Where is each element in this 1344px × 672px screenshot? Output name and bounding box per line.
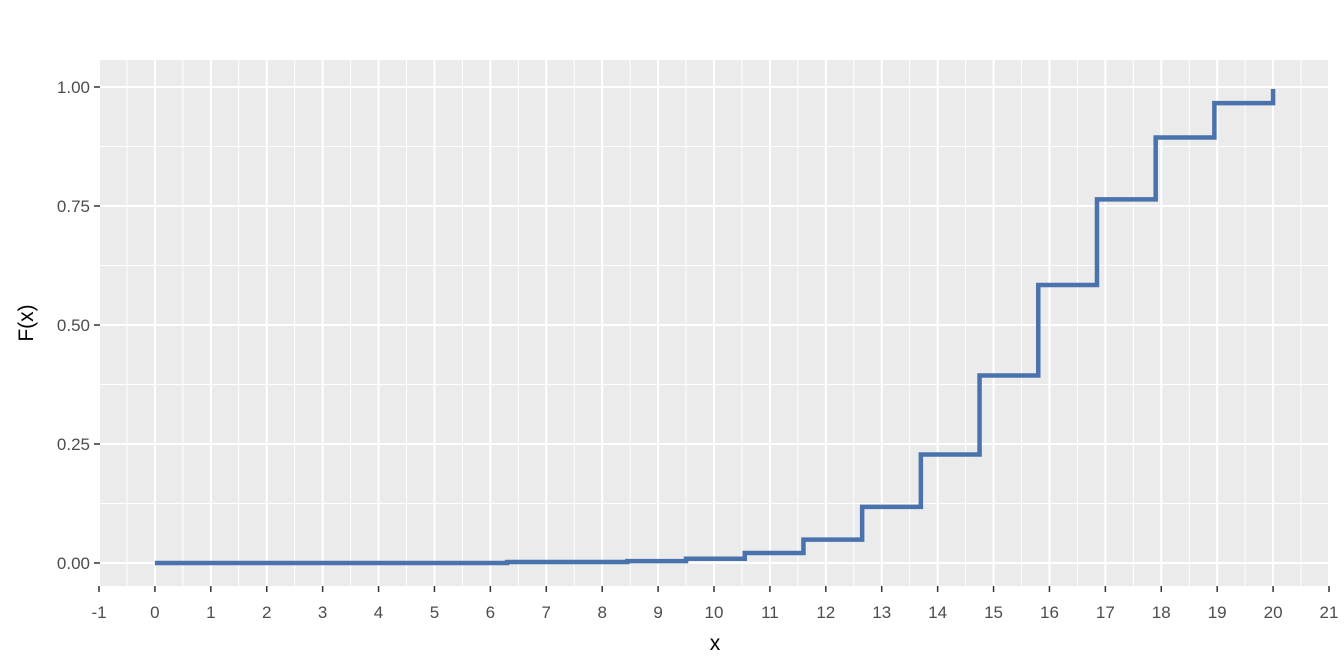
x-tick-label: 21	[1320, 603, 1339, 622]
x-tick-label: 0	[150, 603, 159, 622]
major-gridlines	[100, 60, 1330, 586]
x-tick-label: 20	[1264, 603, 1283, 622]
y-axis: 0.00 0.25 0.50 0.75 1.00	[57, 78, 100, 573]
x-axis: -1 0 1 2 3 4 5 6 7 8 9 10 11 12 13 14 15 16 17 18 19 20 21	[91, 586, 1338, 622]
x-tick-label: 4	[374, 603, 383, 622]
x-tick-label: 8	[597, 603, 606, 622]
x-tick-label: 10	[705, 603, 724, 622]
x-tick-label: 9	[653, 603, 662, 622]
x-axis-title: x	[710, 632, 721, 655]
x-tick-label: 5	[430, 603, 439, 622]
x-tick-label: 11	[761, 603, 779, 622]
x-tick-label: 18	[1152, 603, 1171, 622]
y-axis-title: F(x)	[15, 304, 38, 341]
y-tick-label: 0.25	[57, 435, 90, 454]
cdf-step-path	[154, 88, 1276, 566]
y-tick-label: 1.00	[57, 78, 90, 97]
y-tick-label: 0.00	[57, 554, 90, 573]
y-tick-label: 0.75	[57, 197, 90, 216]
x-tick-label: 6	[486, 603, 495, 622]
x-tick-label: 12	[816, 603, 835, 622]
x-tick-label: 14	[928, 603, 947, 622]
x-tick-label: 15	[984, 603, 1003, 622]
x-tick-label: 2	[262, 603, 271, 622]
cdf-step-line	[154, 88, 1276, 566]
x-tick-label: -1	[91, 603, 106, 622]
x-tick-label: 1	[206, 603, 215, 622]
x-tick-label: 13	[872, 603, 891, 622]
x-tick-label: 19	[1208, 603, 1227, 622]
x-tick-label: 17	[1096, 603, 1115, 622]
minor-gridlines	[100, 60, 1330, 586]
x-tick-label: 16	[1040, 603, 1059, 622]
x-tick-label: 3	[318, 603, 327, 622]
y-tick-label: 0.50	[57, 316, 90, 335]
x-tick-label: 7	[542, 603, 551, 622]
